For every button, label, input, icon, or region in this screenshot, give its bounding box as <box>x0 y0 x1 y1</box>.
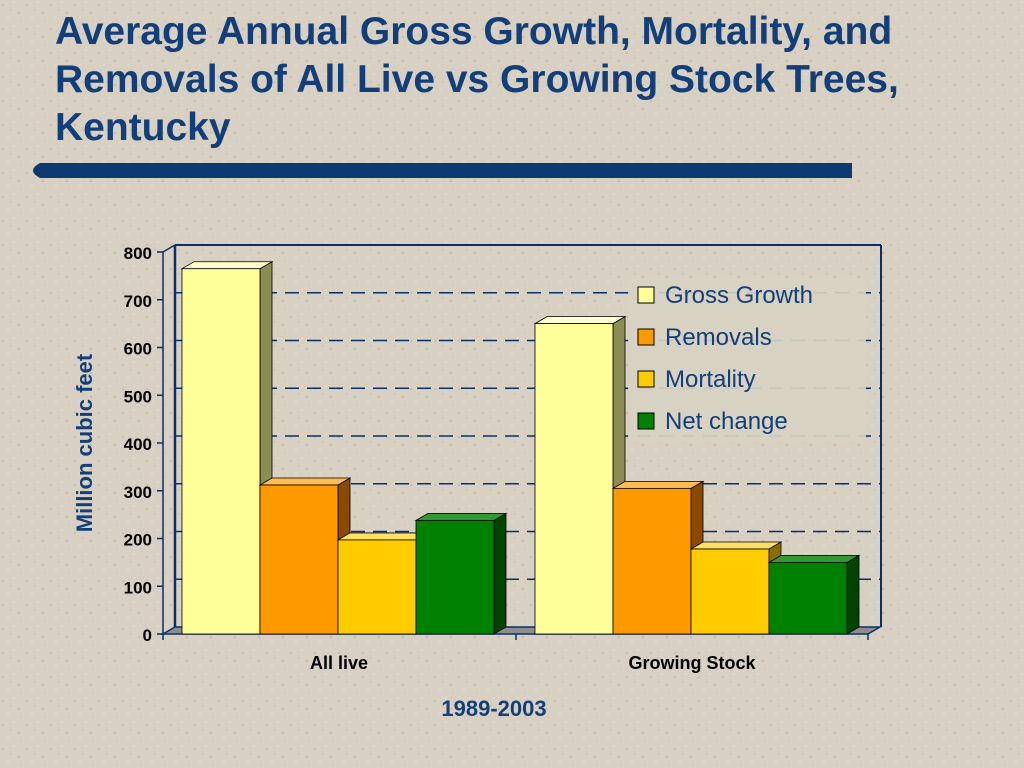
slide-title: Average Annual Gross Growth, Mortality, … <box>55 10 899 149</box>
legend-label: Gross Growth <box>665 282 813 309</box>
legend: Gross Growth Removals Mortality Net change <box>628 278 866 442</box>
bar-front <box>415 519 495 635</box>
bar-top <box>180 261 274 270</box>
legend-background <box>628 278 866 442</box>
y-tick-label: 0 <box>143 626 152 645</box>
bar-top <box>336 532 430 541</box>
bar-top <box>611 480 705 489</box>
axis-top-connector <box>162 244 176 253</box>
bar <box>414 512 508 635</box>
x-axis-ticks: All live Growing Stock <box>162 634 869 673</box>
legend-swatch <box>637 412 655 430</box>
y-tick-label: 700 <box>124 292 152 311</box>
bar-front <box>259 484 339 635</box>
bars <box>180 261 861 635</box>
bar-top <box>414 512 508 521</box>
y-tick-label: 300 <box>124 483 152 502</box>
bar-top <box>533 316 627 325</box>
bar <box>180 261 274 635</box>
y-axis-label: Million cubic feet <box>72 353 97 532</box>
title-underline-bar <box>33 163 852 178</box>
legend-label: Removals <box>665 324 772 351</box>
legend-swatch <box>637 328 655 346</box>
bar-top <box>689 541 783 550</box>
y-tick-label: 800 <box>124 244 152 263</box>
bar <box>611 480 705 635</box>
bar <box>767 554 861 635</box>
category-label: Growing Stock <box>628 653 756 673</box>
y-tick-label: 600 <box>124 340 152 359</box>
bar-side <box>493 512 507 635</box>
y-tick-label: 100 <box>124 578 152 597</box>
bar <box>336 532 430 635</box>
y-tick-label: 200 <box>124 531 152 550</box>
y-tick-label: 400 <box>124 435 152 454</box>
legend-swatch <box>637 370 655 388</box>
bar-front <box>181 268 261 635</box>
legend-swatch <box>637 286 655 304</box>
legend-label: Mortality <box>665 366 756 393</box>
legend-label: Net change <box>665 408 788 435</box>
bar-top <box>767 554 861 563</box>
bar-front <box>534 323 614 635</box>
bar-top <box>258 477 352 486</box>
bar-front <box>690 548 770 635</box>
bar-front <box>612 487 692 635</box>
bar <box>258 477 352 635</box>
bar <box>689 541 783 635</box>
category-label: All live <box>310 653 368 673</box>
x-axis-label: 1989-2003 <box>441 696 546 721</box>
y-tick-label: 500 <box>124 387 152 406</box>
bar-side <box>846 554 860 635</box>
bar-front <box>768 561 848 635</box>
bar <box>533 315 627 635</box>
bar-front <box>337 539 417 635</box>
y-axis-ticks: 0 100 200 300 400 500 600 700 800 <box>124 244 163 645</box>
